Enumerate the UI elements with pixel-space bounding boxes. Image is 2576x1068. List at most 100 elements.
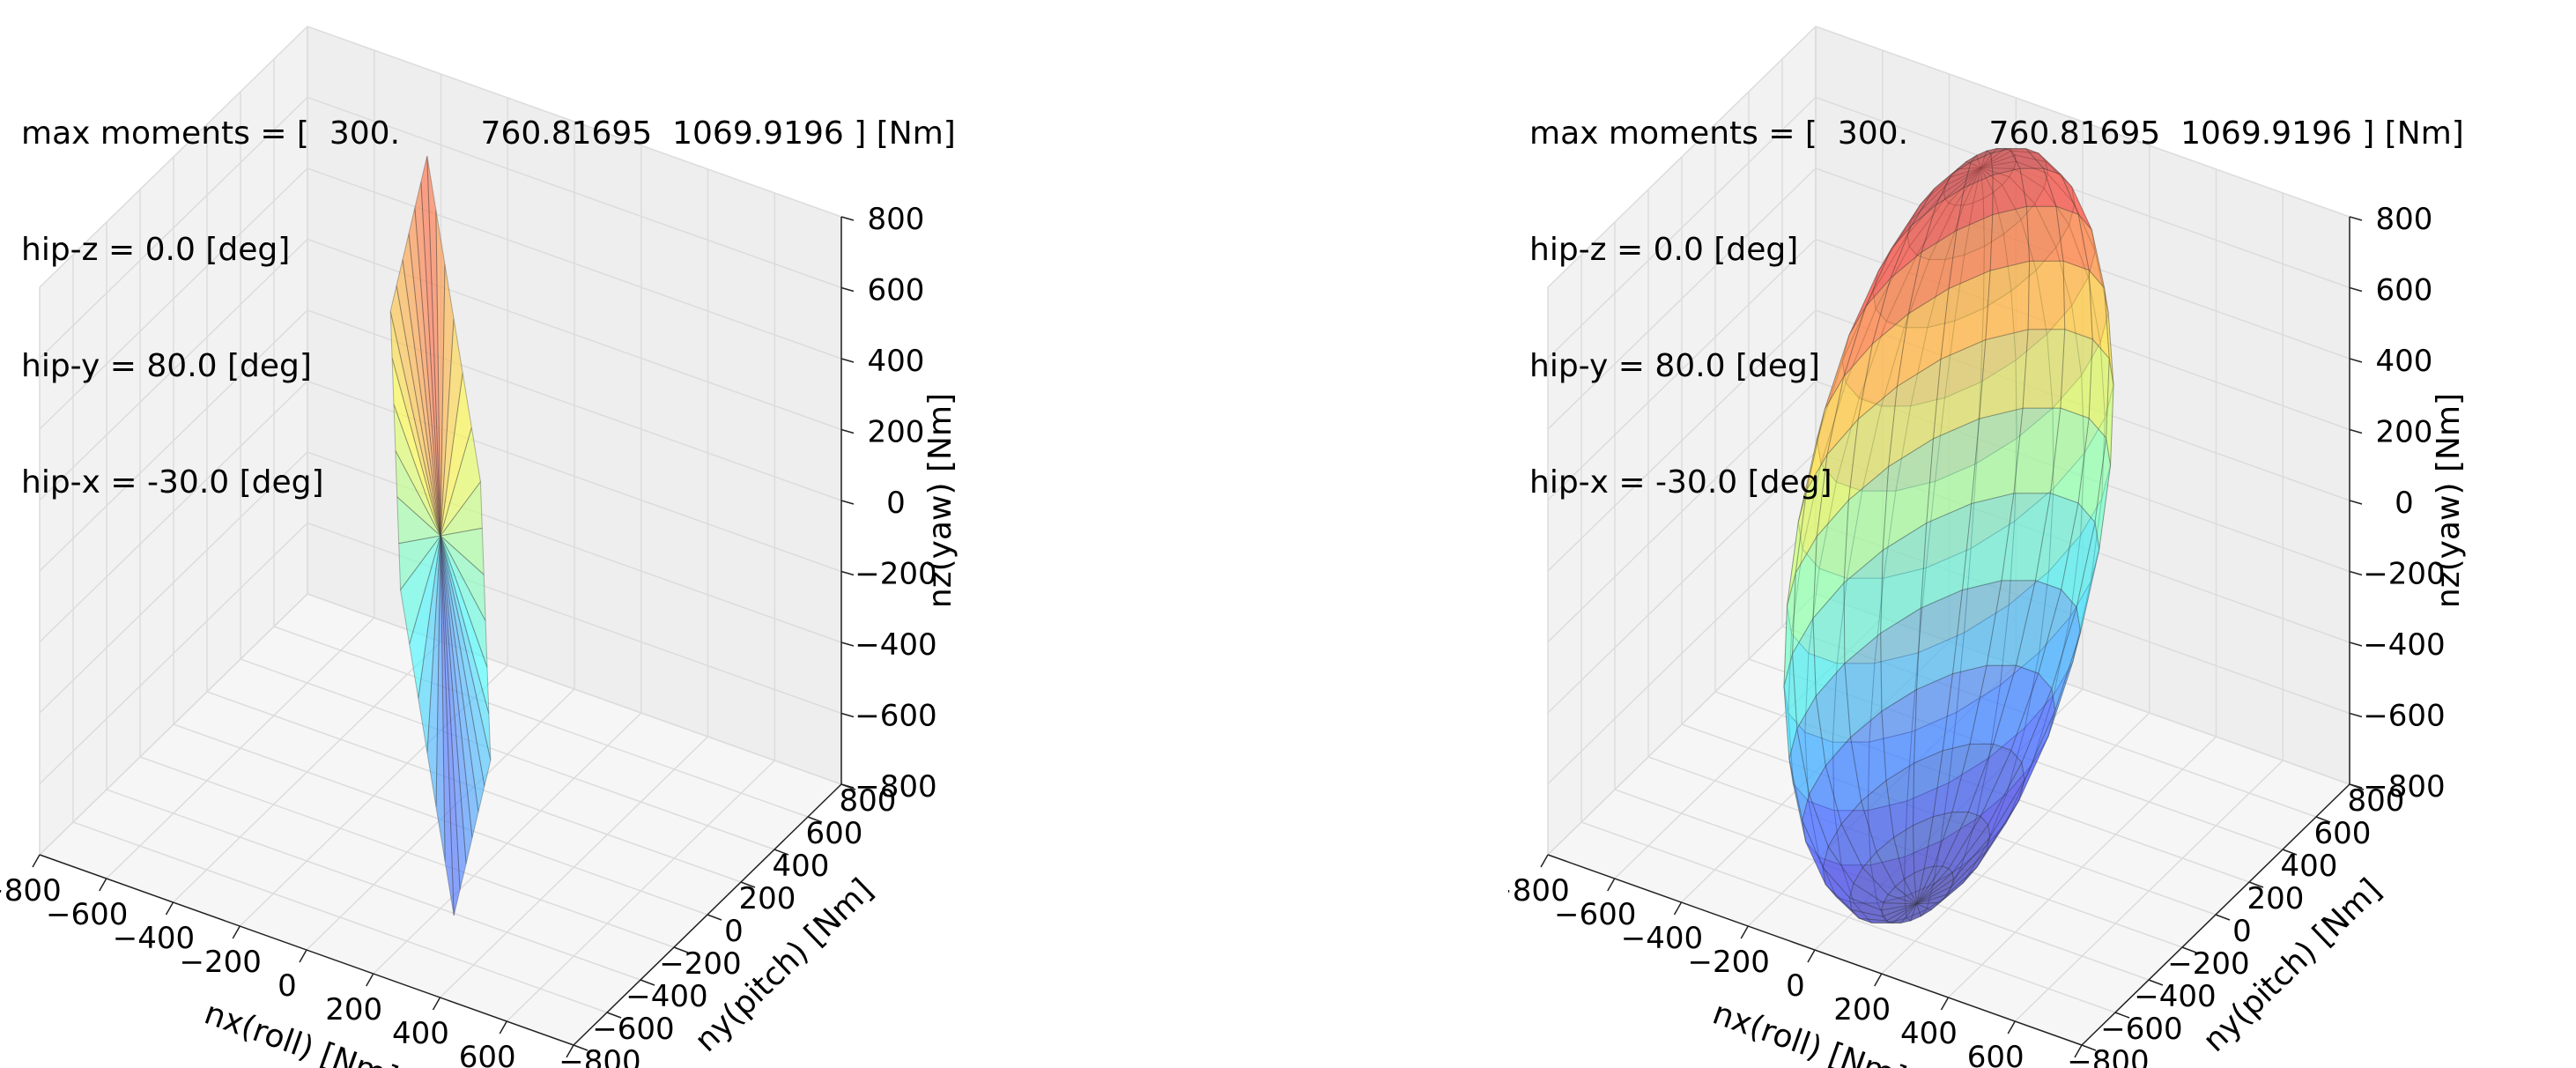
tick-labels: −800−600−400−2000200400600800−800−600−40…: [0, 202, 937, 1068]
y-tick-mark: [2315, 816, 2331, 823]
y-tick-mark: [2148, 979, 2164, 986]
z-tick-mark: [840, 216, 855, 221]
hip-y-text: hip-y = 80.0 [deg]: [21, 348, 312, 384]
y-tick-label: 600: [806, 816, 863, 851]
surface-sheet: [389, 155, 492, 916]
z-tick-mark: [2349, 570, 2363, 576]
z-tick-label: 600: [2376, 273, 2433, 308]
info-text-left: max moments = [ 300. 760.81695 1069.9196…: [21, 37, 956, 580]
y-tick-label: −400: [2134, 979, 2216, 1014]
surface-facet: [440, 318, 463, 537]
z-tick-mark: [2349, 783, 2363, 789]
y-tick-label: 0: [724, 914, 744, 949]
surface-facet: [1916, 885, 1953, 905]
x-tick-label: 800: [526, 1064, 583, 1068]
z-axis-label: nz(yaw) [Nm]: [922, 393, 959, 608]
z-tick-mark: [840, 570, 855, 576]
y-tick-label: 200: [2247, 881, 2305, 916]
z-tick-mark: [2349, 286, 2363, 293]
z-tick-mark: [2349, 500, 2363, 505]
z-tick-label: 200: [868, 415, 925, 450]
z-tick-label: −600: [2363, 699, 2445, 734]
z-tick-label: 400: [2376, 344, 2433, 379]
z-tick-label: 400: [868, 344, 925, 379]
x-tick-label: 400: [392, 1016, 449, 1051]
z-tick-mark: [840, 286, 855, 293]
info-text-right: max moments = [ 300. 760.81695 1069.9196…: [1529, 37, 2464, 580]
z-tick-label: 200: [2376, 415, 2433, 450]
x-tick-mark: [1540, 854, 1549, 868]
surface-facet: [1843, 549, 1884, 664]
x-tick-label: −400: [1621, 921, 1703, 956]
surface-facet: [1884, 903, 1917, 924]
x-tick-mark: [499, 1020, 507, 1035]
y-tick-label: 200: [739, 881, 796, 916]
y-tick-mark: [2248, 881, 2264, 888]
z-tick-mark: [2349, 642, 2363, 647]
z-tick-label: 800: [2376, 202, 2433, 237]
surface-facet: [426, 535, 441, 807]
z-tick-label: −800: [855, 769, 936, 805]
x-tick-mark: [1607, 878, 1616, 892]
surface-facet: [1951, 580, 2002, 675]
y-tick-label: 800: [2348, 783, 2405, 819]
x-tick-mark: [32, 854, 41, 868]
x-tick-label: −800: [0, 873, 62, 909]
surface-facet: [1822, 845, 1854, 899]
surface-facet: [1797, 409, 1825, 523]
z-tick-label: −200: [855, 557, 936, 592]
y-tick-label: −600: [592, 1012, 674, 1047]
x-tick-label: −600: [1554, 897, 1636, 932]
hip-y-text: hip-y = 80.0 [deg]: [1529, 348, 1820, 384]
x-tick-mark: [1940, 997, 1950, 1011]
y-tick-mark: [774, 849, 789, 856]
y-tick-mark: [2081, 1044, 2097, 1051]
surface-facet: [1880, 607, 1921, 712]
y-tick-label: 0: [2232, 914, 2252, 949]
y-tick-label: −800: [559, 1044, 640, 1068]
x-tick-mark: [1807, 949, 1816, 963]
x-tick-label: 0: [1786, 968, 1805, 1004]
z-tick-mark: [840, 500, 855, 505]
x-tick-mark: [366, 973, 374, 987]
y-tick-mark: [673, 946, 689, 953]
x-tick-label: −200: [1688, 945, 1770, 980]
surface-facet: [1881, 903, 1917, 922]
surface-facet: [1986, 580, 2037, 666]
z-tick-mark: [840, 642, 855, 647]
z-tick-label: −200: [2363, 557, 2445, 592]
hip-z-text: hip-z = 0.0 [deg]: [21, 232, 291, 268]
z-tick-label: −600: [855, 699, 936, 734]
hip-x-text: hip-x = -30.0 [deg]: [1529, 464, 1832, 501]
y-tick-label: −200: [2167, 946, 2249, 982]
surface-facet: [1812, 499, 1849, 620]
x-tick-mark: [299, 949, 307, 963]
z-tick-mark: [2349, 712, 2363, 718]
x-tick-mark: [99, 878, 107, 892]
surface-facet: [435, 535, 446, 862]
plot-panel-left: −800−600−400−2000200400600800−800−600−40…: [0, 25, 959, 1068]
surface-facet: [1812, 582, 1846, 698]
z-tick-label: −800: [2363, 769, 2445, 805]
y-tick-mark: [2114, 1012, 2130, 1019]
x-tick-mark: [2074, 1044, 2083, 1058]
y-tick-mark: [707, 914, 722, 921]
plot-panel-right: −800−600−400−2000200400600800−800−600−40…: [1508, 0, 2576, 1068]
z-axis-label: nz(yaw) [Nm]: [2431, 393, 2467, 608]
x-tick-mark: [232, 925, 241, 939]
surface-facet: [389, 311, 441, 537]
x-tick-mark: [165, 901, 174, 916]
surface-facet: [1881, 903, 1917, 917]
surface-facet: [440, 535, 473, 864]
y-tick-mark: [573, 1044, 588, 1051]
z-tick-mark: [840, 712, 855, 718]
surface-facet: [1961, 493, 2015, 591]
x-tick-mark: [432, 997, 441, 1011]
y-tick-mark: [606, 1012, 622, 1019]
y-tick-label: −800: [2067, 1044, 2149, 1068]
surface-facet: [1853, 866, 1889, 904]
hip-z-text: hip-z = 0.0 [deg]: [1529, 232, 1799, 268]
z-tick-mark: [2349, 216, 2363, 221]
surface-facet: [440, 535, 486, 621]
x-tick-mark: [1673, 901, 1683, 916]
